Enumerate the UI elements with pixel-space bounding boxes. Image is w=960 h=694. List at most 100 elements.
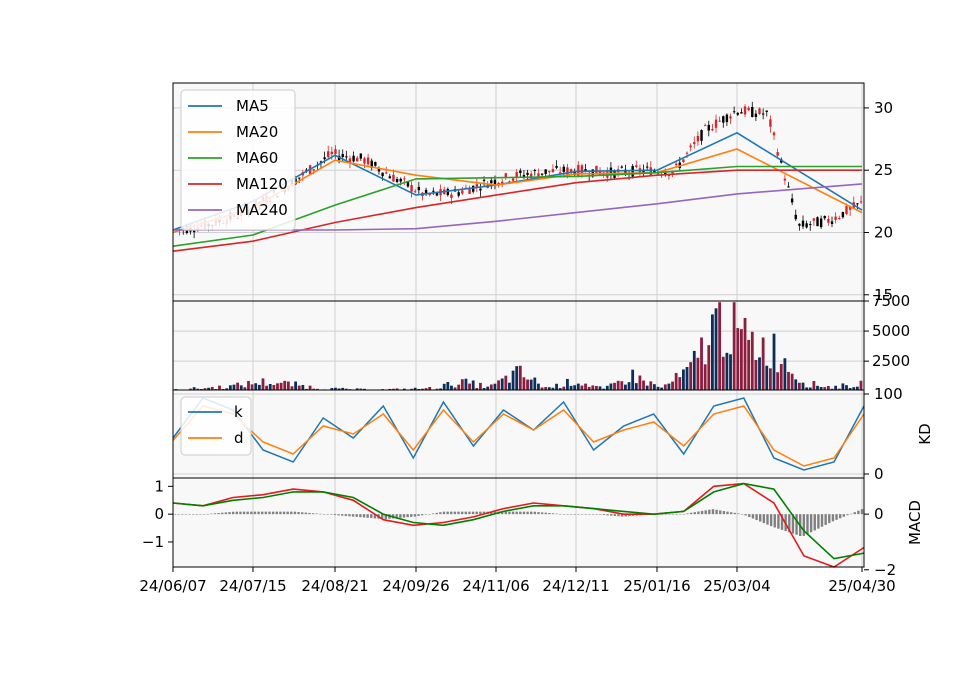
macd-histogram-bar	[257, 512, 259, 515]
volume-bar	[668, 384, 671, 390]
x-tick-label: 24/08/21	[301, 577, 368, 595]
macd-histogram-bar	[228, 512, 230, 514]
macd-histogram-bar	[610, 514, 612, 516]
candle-body	[356, 158, 358, 162]
volume-bar	[794, 379, 797, 390]
volume-bar	[610, 384, 613, 390]
candle-body	[334, 149, 336, 154]
volume-bar	[566, 379, 569, 390]
macd-histogram-bar	[839, 514, 841, 518]
volume-bar	[472, 380, 475, 390]
macd-histogram-bar	[592, 514, 594, 515]
kd-ytick-label: 100	[874, 385, 903, 403]
macd-histogram-bar	[319, 514, 321, 515]
macd-histogram-bar	[326, 514, 328, 515]
kd-axis-label: KD	[916, 423, 934, 444]
volume-bar	[678, 377, 681, 390]
candle-body	[744, 106, 746, 114]
macd-histogram-bar	[196, 514, 198, 515]
candle-body	[418, 187, 420, 190]
macd-histogram-bar	[566, 514, 568, 515]
candle-body	[704, 125, 706, 126]
candle-body	[718, 121, 720, 122]
volume-bar	[791, 374, 794, 390]
volume-bar	[653, 384, 656, 390]
volume-bar	[262, 378, 265, 390]
candle-body	[193, 231, 195, 232]
candle-body	[820, 219, 822, 228]
macd-histogram-bar	[719, 510, 721, 514]
volume-bar	[649, 381, 652, 390]
volume-bar	[747, 340, 750, 390]
volume-bar	[515, 366, 518, 390]
macd-histogram-bar	[515, 512, 517, 515]
candle-body	[798, 224, 800, 226]
macd-histogram-bar	[479, 512, 481, 515]
candle-body	[345, 156, 347, 157]
candle-body	[381, 173, 383, 176]
candle-body	[686, 153, 688, 154]
volume-bar	[780, 364, 783, 390]
macd-histogram-bar	[221, 513, 223, 514]
macd-histogram-bar	[824, 514, 826, 525]
volume-bar	[787, 372, 790, 390]
candle-body	[805, 223, 807, 227]
macd-histogram-bar	[603, 514, 605, 515]
candle-body	[512, 178, 514, 180]
candle-body	[726, 115, 728, 122]
volume-bar	[783, 358, 786, 390]
macd-histogram-bar	[446, 512, 448, 515]
volume-bar	[595, 386, 598, 390]
volume-bar	[468, 384, 471, 390]
volume-bar	[733, 302, 736, 390]
x-tick-label: 25/03/04	[703, 577, 770, 595]
macd-histogram-bar	[356, 514, 358, 517]
macd-histogram-bar	[217, 513, 219, 514]
macd-histogram-bar	[359, 514, 361, 517]
volume-bar	[501, 378, 504, 390]
legend-label-k: k	[234, 403, 243, 421]
volume-bar	[628, 382, 631, 390]
candle-body	[374, 162, 376, 166]
macd-histogram-bar	[334, 514, 336, 515]
x-tick-label: 24/11/06	[462, 577, 529, 595]
volume-bar	[504, 376, 507, 390]
volume-bar	[533, 378, 536, 390]
macd-axis-label: MACD	[906, 500, 924, 545]
macd-histogram-bar	[341, 514, 343, 515]
candle-body	[483, 180, 485, 181]
macd-histogram-bar	[207, 514, 209, 515]
volume-bar	[736, 328, 739, 390]
volume-bar	[639, 376, 642, 390]
volume-bar	[490, 385, 493, 390]
macd-histogram-bar	[268, 512, 270, 515]
macd-histogram-bar	[708, 510, 710, 514]
candle-body	[791, 199, 793, 203]
macd-histogram-bar	[748, 514, 750, 517]
candle-body	[461, 190, 463, 193]
price-ytick-label: 25	[874, 161, 893, 179]
candle-body	[802, 221, 804, 227]
macd-histogram-bar	[203, 514, 205, 515]
candle-body	[414, 191, 416, 192]
candle-body	[327, 151, 329, 157]
macd-histogram-bar	[574, 514, 576, 515]
volume-bar	[620, 381, 623, 390]
candle-body	[646, 167, 648, 168]
volume-bar	[530, 380, 533, 390]
volume-bar	[841, 383, 844, 390]
volume-bar	[860, 381, 863, 390]
volume-bar	[718, 302, 721, 390]
macd-histogram-bar	[239, 512, 241, 515]
macd-histogram-bar	[475, 512, 477, 515]
volume-bar	[486, 387, 489, 390]
volume-bar	[599, 386, 602, 390]
volume-bar	[301, 385, 304, 390]
volume-bar	[573, 385, 576, 390]
macd-histogram-bar	[523, 512, 525, 515]
macd-histogram-bar	[814, 514, 816, 530]
candle-body	[389, 176, 391, 178]
macd-histogram-bar	[606, 514, 608, 515]
volume-bar	[581, 386, 584, 390]
